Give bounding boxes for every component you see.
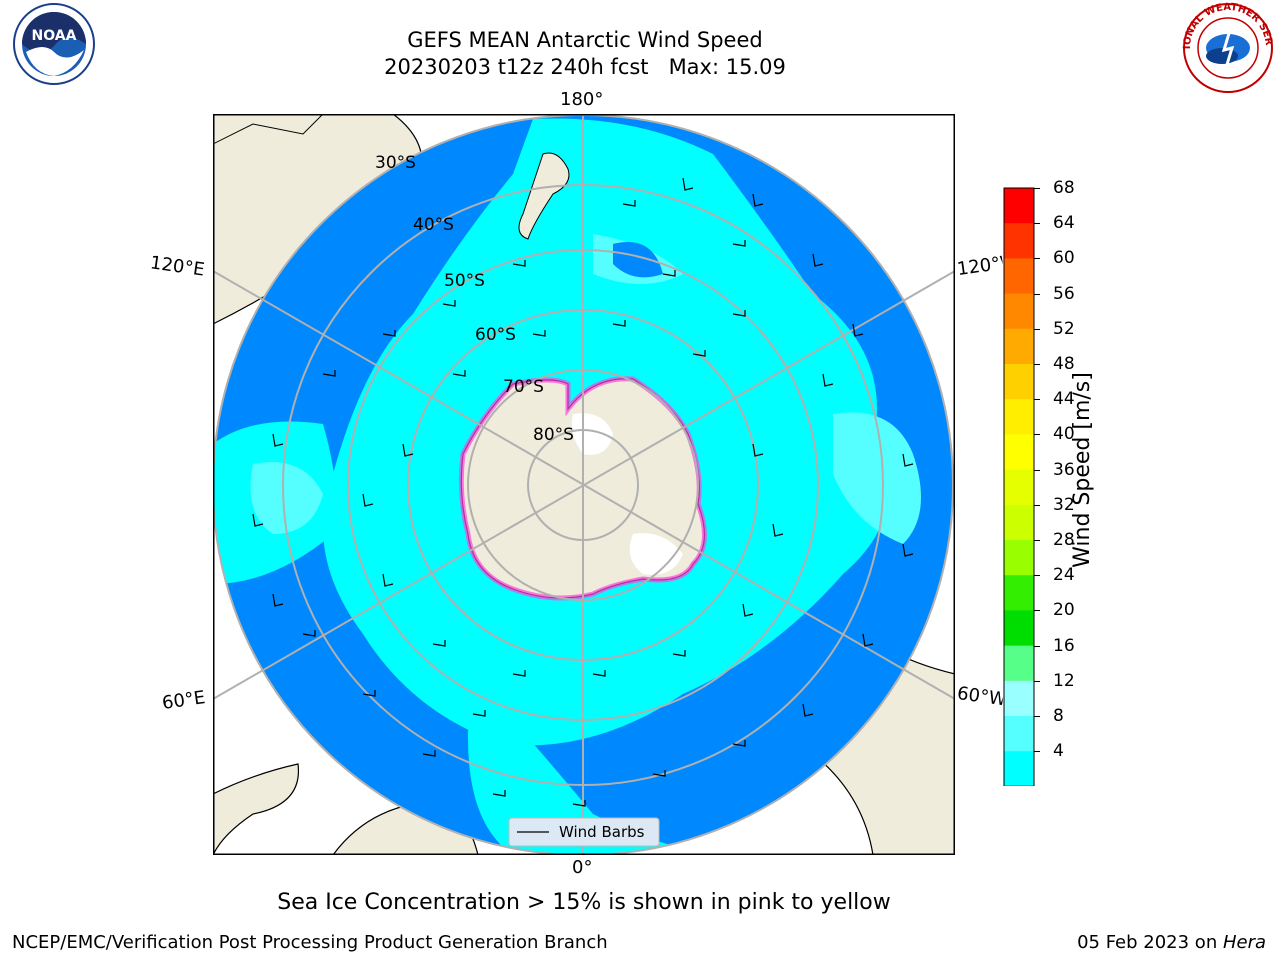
colorbar-label: Wind Speed [m/s] <box>1070 372 1095 568</box>
lon-label-60w: 60°W <box>955 682 1005 711</box>
footer-date: 05 Feb 2023 on Hera <box>1077 932 1266 953</box>
colorbar-segment <box>1004 751 1034 786</box>
lat-label-50s: 50°S <box>444 271 485 291</box>
colorbar-tick-mark <box>1034 680 1040 682</box>
colorbar-segment <box>1004 188 1034 224</box>
colorbar-tick-label: 24 <box>1053 565 1075 586</box>
colorbar-segment <box>1004 293 1034 330</box>
colorbar-tick-label: 52 <box>1053 318 1075 339</box>
colorbar-tick-mark <box>1034 293 1040 295</box>
colorbar-tick-label: 36 <box>1053 459 1075 480</box>
lon-label-120w: 120°W <box>955 252 1005 281</box>
colorbar-tick-label: 48 <box>1053 354 1075 374</box>
colorbar-segment <box>1004 223 1034 259</box>
colorbar-tick-label: 28 <box>1053 530 1075 550</box>
colorbar-segment <box>1004 575 1034 611</box>
land-madagascar <box>213 763 300 855</box>
colorbar-segment <box>1004 645 1034 682</box>
colorbar-segment <box>1004 328 1034 365</box>
colorbar-tick-label: 44 <box>1053 389 1075 410</box>
colorbar-tick-label: 68 <box>1053 178 1075 198</box>
colorbar-tick-mark <box>1034 328 1040 330</box>
colorbar-tick-mark <box>1034 504 1040 506</box>
lat-label-80s: 80°S <box>533 425 574 445</box>
colorbar-tick-label: 12 <box>1053 670 1075 691</box>
colorbar-segment <box>1004 434 1034 471</box>
colorbar-tick-mark <box>1034 399 1040 401</box>
lon-label-60e: 60°E <box>160 687 207 714</box>
colorbar-tick-mark <box>1034 716 1040 717</box>
footer-host: Hera <box>1222 932 1266 953</box>
colorbar-segment <box>1004 680 1034 717</box>
chart-title-line2: 20230203 t12z 240h fcst Max: 15.09 <box>384 55 786 79</box>
sea-ice-caption: Sea Ice Concentration > 15% is shown in … <box>277 890 891 915</box>
colorbar-tick-mark <box>1034 575 1040 577</box>
colorbar-tick-label: 8 <box>1053 706 1064 726</box>
map-frame <box>213 114 955 855</box>
colorbar-segment <box>1004 364 1034 400</box>
colorbar-tick-label: 56 <box>1053 283 1075 304</box>
wind-band-12-16 <box>833 412 921 544</box>
colorbar-tick-label: 20 <box>1053 600 1075 621</box>
nws-logo: NATIONAL WEATHER SERVICE <box>1176 0 1274 93</box>
chart-title-line1: GEFS MEAN Antarctic Wind Speed <box>407 28 763 52</box>
colorbar-segment <box>1004 258 1034 295</box>
colorbar-tick-mark <box>1034 645 1040 647</box>
colorbar-segment <box>1004 399 1034 435</box>
colorbar-tick-label: 60 <box>1053 248 1075 269</box>
footer-date-text: 05 Feb 2023 on <box>1077 932 1223 953</box>
colorbar-tick-label: 16 <box>1053 635 1075 656</box>
colorbar-tick-mark <box>1034 610 1040 612</box>
colorbar-segment <box>1004 540 1034 576</box>
lat-label-60s: 60°S <box>475 325 516 345</box>
lon-label-0: 0° <box>572 857 593 878</box>
colorbar-segment <box>1004 469 1034 506</box>
colorbar-tick-mark <box>1034 258 1040 260</box>
colorbar-tick-mark <box>1034 540 1040 541</box>
legend-box <box>508 817 660 847</box>
colorbar-tick-mark <box>1034 364 1040 365</box>
weddell-sea-ice <box>629 533 683 575</box>
colorbar-tick-mark <box>1034 751 1040 753</box>
colorbar-segment <box>1004 716 1034 752</box>
colorbar-segment <box>1004 610 1034 647</box>
footer-credit: NCEP/EMC/Verification Post Processing Pr… <box>12 932 608 953</box>
lat-label-70s: 70°S <box>503 377 544 397</box>
colorbar-tick-mark <box>1034 434 1040 436</box>
noaa-logo: NOAA <box>13 3 95 85</box>
colorbar-segment <box>1004 504 1034 541</box>
colorbar-tick-label: 4 <box>1053 741 1064 762</box>
lat-label-40s: 40°S <box>413 215 454 235</box>
legend-label: Wind Barbs <box>559 823 645 841</box>
colorbar-tick-label: 32 <box>1053 494 1075 515</box>
polar-map: 30°S 40°S 50°S 60°S 70°S 80°S Wind Barbs <box>213 114 955 855</box>
colorbar-tick-label: 40 <box>1053 424 1075 445</box>
colorbar-tick-mark <box>1034 223 1040 225</box>
svg-text:NOAA: NOAA <box>32 28 77 44</box>
wind-barbs <box>252 177 914 807</box>
land-new-zealand <box>518 152 570 240</box>
colorbar-tick-label: 64 <box>1053 213 1075 234</box>
lon-label-120e: 120°E <box>148 252 206 281</box>
lon-label-180: 180° <box>560 89 604 110</box>
colorbar-frame <box>1003 187 1035 786</box>
colorbar <box>1003 187 1035 786</box>
colorbar-tick-mark <box>1034 469 1040 471</box>
lat-label-30s: 30°S <box>375 153 416 173</box>
colorbar-tick-mark <box>1034 188 1040 189</box>
